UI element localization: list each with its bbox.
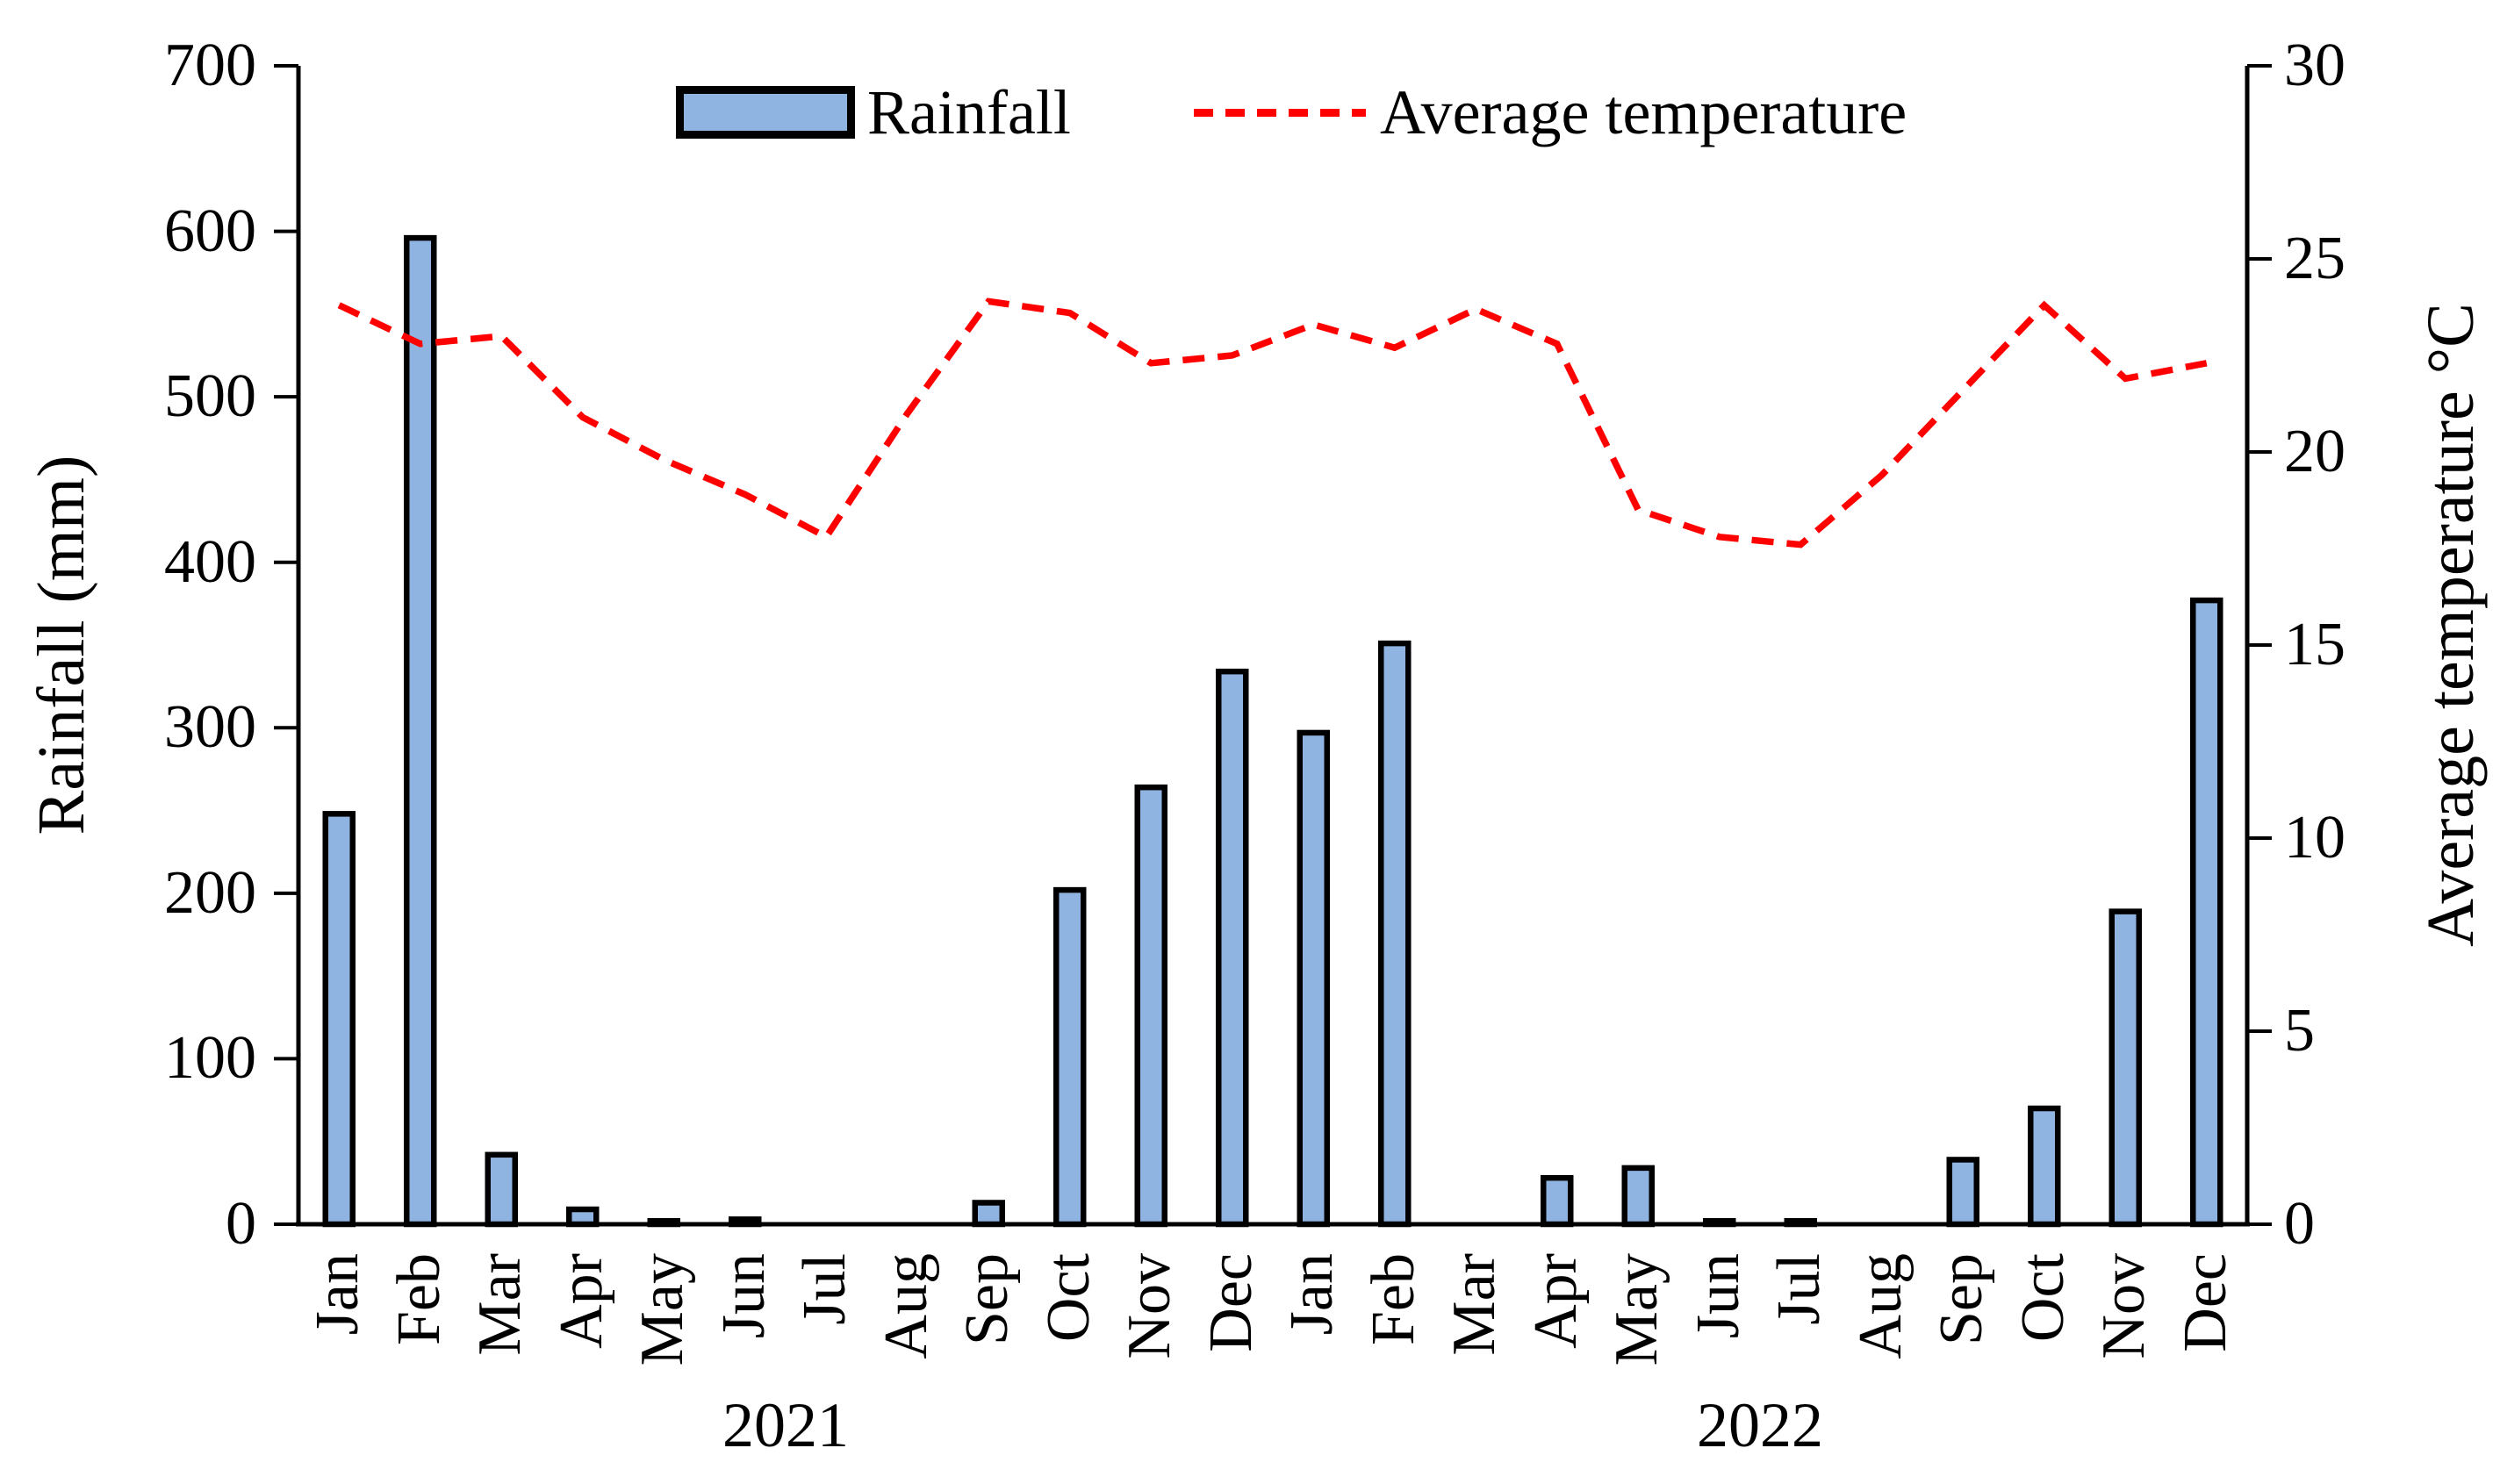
rainfall-bar — [972, 1200, 1005, 1228]
y-right-tick-label: 20 — [2284, 418, 2346, 485]
rainfall-bar — [404, 234, 437, 1228]
y-right-tick-label: 5 — [2284, 997, 2315, 1065]
x-axis-month-label: Mar — [466, 1253, 535, 1356]
x-axis-month-label: Jun — [1684, 1253, 1752, 1339]
legend-temperature-label: Average temperature — [1379, 77, 1907, 147]
x-axis-month-label: May — [1603, 1253, 1671, 1366]
y-left-tick-label: 600 — [164, 197, 256, 265]
rainfall-bar — [1053, 886, 1087, 1228]
x-axis-month-label: Feb — [384, 1253, 453, 1345]
x-axis-month-label: Aug — [872, 1253, 940, 1359]
y-right-tick-label: 0 — [2284, 1190, 2315, 1258]
x-axis-month-label: Dec — [1196, 1253, 1265, 1352]
rainfall-bars — [322, 234, 2223, 1228]
y-axis-right-title: Average temperature °C — [2414, 303, 2488, 947]
x-axis-month-label: Jun — [709, 1253, 778, 1339]
y-axis-left-title: Rainfall (mm) — [25, 455, 98, 835]
temperature-line-path — [337, 298, 2208, 548]
rainfall-bar — [1297, 729, 1330, 1228]
y-left-tick-label: 200 — [164, 858, 256, 927]
x-axis-month-label: Apr — [1521, 1253, 1590, 1349]
y-left-tick-label: 300 — [164, 693, 256, 762]
x-axis-month-label: Aug — [1846, 1253, 1915, 1359]
rainfall-bar — [1703, 1217, 1736, 1228]
year-label-2021: 2021 — [722, 1390, 849, 1460]
rainfall-bar — [1621, 1165, 1655, 1228]
x-axis-month-label: Feb — [1359, 1253, 1427, 1345]
x-axis-month-label: Oct — [2008, 1253, 2077, 1343]
x-axis-month-label: Mar — [1440, 1253, 1509, 1356]
x-axis-month-label: Dec — [2171, 1253, 2239, 1352]
y-right-tick-label: 15 — [2284, 611, 2346, 678]
rainfall-bar — [1541, 1174, 1574, 1228]
rainfall-bar — [1134, 784, 1167, 1228]
x-axis-month-label: Sep — [1928, 1253, 1996, 1345]
legend-temperature-dash-icon — [1193, 108, 1366, 117]
rainfall-bar — [1784, 1217, 1817, 1228]
rainfall-bar — [485, 1151, 518, 1228]
rainfall-bar — [2028, 1105, 2061, 1228]
rainfall-bar — [1216, 668, 1249, 1228]
rainfall-bar — [566, 1206, 600, 1228]
x-axis-month-label: Nov — [2090, 1253, 2159, 1359]
y-left-tick-label: 500 — [164, 362, 256, 431]
y-right-tick-label: 10 — [2284, 804, 2346, 871]
rainfall-bar — [729, 1216, 762, 1228]
rainfall-bar — [647, 1217, 680, 1228]
rainfall-bar — [322, 811, 356, 1228]
x-axis-month-label: Apr — [547, 1253, 615, 1349]
year-label-2022: 2022 — [1697, 1390, 1823, 1460]
legend-rainfall-swatch — [676, 86, 855, 139]
x-axis-month-label: Jan — [1278, 1253, 1347, 1336]
rainfall-bar — [2190, 597, 2223, 1228]
x-axis-month-label: Sep — [953, 1253, 1022, 1345]
x-axis-month-label: Jul — [1765, 1253, 1834, 1325]
y-left-tick-label: 400 — [164, 527, 256, 596]
rainfall-bar — [2108, 908, 2142, 1228]
legend: Rainfall Average temperature — [676, 81, 1907, 144]
x-axis-month-label: Jul — [791, 1253, 859, 1325]
axes — [274, 64, 2272, 1227]
x-axis-month-label: May — [629, 1253, 697, 1366]
temperature-line — [337, 298, 2208, 548]
legend-rainfall-label: Rainfall — [867, 77, 1071, 147]
y-right-tick-label: 25 — [2284, 225, 2346, 292]
rainfall-bar — [1946, 1157, 1979, 1228]
x-axis-month-label: Jan — [304, 1253, 372, 1336]
y-right-tick-label: 30 — [2284, 32, 2346, 99]
y-left-tick-label: 700 — [164, 32, 256, 99]
x-axis-month-label: Oct — [1034, 1253, 1103, 1343]
y-left-tick-label: 0 — [226, 1190, 256, 1258]
x-axis-month-label: Nov — [1116, 1253, 1184, 1359]
y-left-tick-label: 100 — [164, 1024, 256, 1093]
rainfall-bar — [1378, 640, 1412, 1228]
